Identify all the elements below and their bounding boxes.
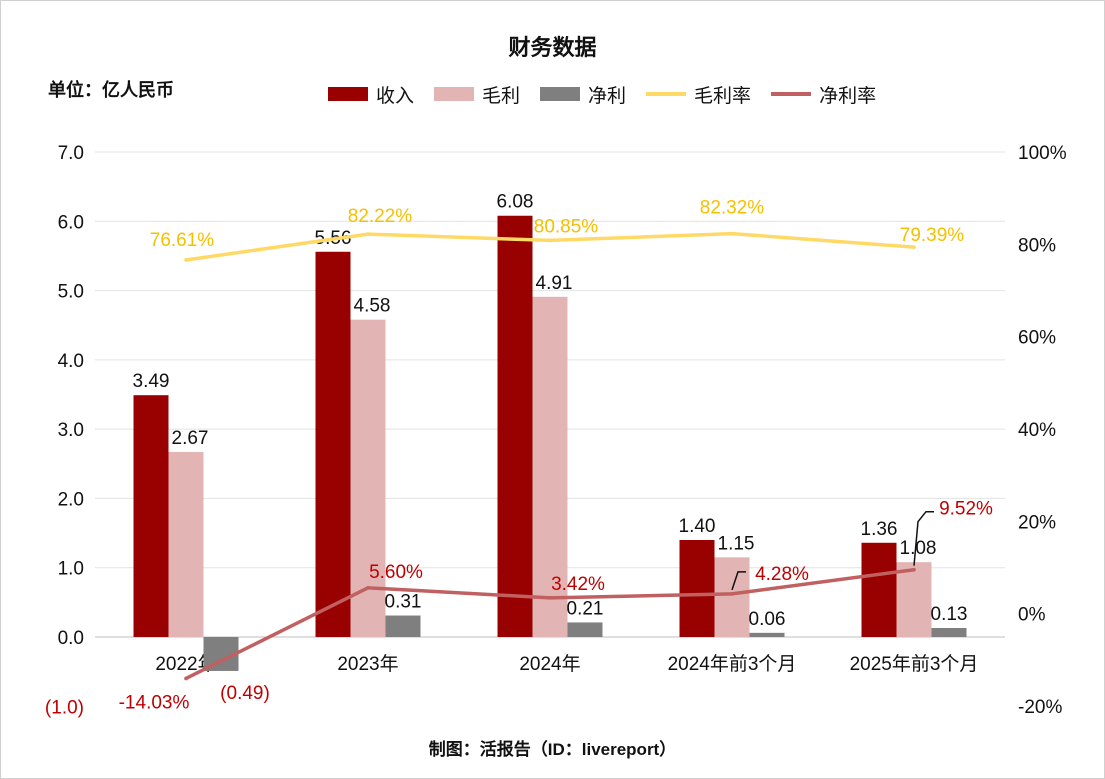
legend-item-gross-profit: 毛利 [434,81,520,108]
revenue-bar [861,542,897,637]
gross-margin-data-label: 82.22% [348,206,413,227]
legend-label-gross-margin: 毛利率 [694,85,752,107]
net-margin-line-point [548,596,552,600]
net-margin-line-point [184,676,188,681]
revenue-data-label: 1.40 [679,516,716,537]
gross-profit-bar [532,296,568,637]
y-right-tick-label: 60% [1018,328,1056,349]
unit-label: 单位：亿人民币 [48,80,174,100]
gross-profit-data-label: 1.08 [900,538,937,559]
gross-margin-line [185,231,915,262]
revenue-bar [133,395,169,637]
y-left-tick-label: 3.0 [58,420,84,441]
legend-label-net-margin: 净利率 [819,85,877,107]
net-margin-line-point [366,586,370,590]
y-right-tick-label: 80% [1018,235,1056,256]
net-profit-bar [931,627,967,637]
gross-margin-data-label: 80.85% [534,216,599,237]
net-margin-data-label: 5.60% [369,562,423,583]
y-left-tick-label: 5.0 [58,282,84,303]
revenue-bar [315,251,351,637]
gross-margin-line-point [184,258,188,262]
legend-item-net-profit: 净利 [540,81,626,108]
revenue-data-label: 3.49 [133,371,170,392]
legend-label-gross-profit: 毛利 [482,85,521,107]
net-margin-data-label: 4.28% [755,564,809,585]
legend-item-revenue: 收入 [328,81,414,108]
x-tick-label: 2023年 [337,653,398,675]
legend-swatch-net-profit [540,87,581,101]
legend-label-revenue: 收入 [376,85,415,107]
gross-profit-bar [350,319,386,637]
gross-margin-line-point [366,232,370,236]
net-margin-data-label: 9.52% [939,499,993,520]
net-profit-data-label: 0.06 [749,609,786,630]
x-tick-label: 2024年 [519,653,580,675]
y-right-tick-label: 100% [1018,143,1067,164]
net-margin-leader-line [731,571,746,591]
legend-swatch-gross-profit [434,87,475,101]
y-left-tick-label: 4.0 [58,351,84,372]
x-tick-label: 2025年前3个月 [850,653,979,675]
legend-swatch-net-margin [771,92,812,96]
net-profit-bar [567,622,603,637]
gross-profit-data-label: 4.58 [354,296,391,317]
revenue-bar [497,215,533,637]
gross-margin-line-point [912,245,916,249]
gross-margin-data-label: 82.32% [700,198,765,219]
revenue-data-label: 6.08 [497,192,534,213]
legend-swatch-revenue [328,87,368,101]
y-right-tick-label: 20% [1018,512,1056,533]
net-profit-data-label: (0.49) [220,683,270,704]
net-margin-line-point [912,567,916,572]
gross-margin-data-label: 76.61% [150,230,215,251]
net-profit-data-label: 0.21 [567,598,604,619]
net-margin-line-point [730,592,734,596]
y-left-tick-label: 0.0 [58,628,84,649]
y-right-tick-label: 0% [1018,605,1046,626]
net-profit-bar [385,615,421,637]
revenue-bar [679,540,715,637]
x-tick-label: 2024年前3个月 [668,653,797,675]
gross-profit-bar [714,557,750,637]
y-right-tick-label: 40% [1018,420,1056,441]
y-left-tick-label: (1.0) [45,697,84,718]
legend-label-net-profit: 净利 [588,85,627,107]
gross-margin-line-point [548,238,552,243]
y-left-tick-label: 7.0 [58,143,84,164]
legend-swatch-gross-margin [646,92,687,96]
gross-profit-bar [896,562,932,637]
credit-line: 制图：活报告（ID：livereport） [428,740,677,759]
gross-margin-line-point [730,231,734,236]
net-margin-data-label: -14.03% [119,692,190,713]
gross-margin-data-label: 79.39% [900,225,965,246]
y-left-tick-label: 6.0 [58,212,84,233]
y-right-tick-label: -20% [1018,697,1062,718]
gross-profit-data-label: 4.91 [536,273,573,294]
y-left-tick-label: 2.0 [58,489,84,510]
net-margin-leader-line [913,510,934,566]
gross-profit-data-label: 1.15 [718,533,755,554]
net-profit-bar [749,632,785,637]
net-margin-data-label: 3.42% [551,574,605,595]
legend-item-net-margin: 净利率 [771,81,876,108]
y-left-tick-label: 1.0 [58,559,84,580]
revenue-data-label: 1.36 [861,519,898,540]
legend-item-gross-margin: 毛利率 [646,81,751,108]
chart-title: 财务数据 [508,35,597,60]
net-profit-data-label: 0.31 [385,592,422,613]
gross-profit-bar [168,452,204,637]
legend: 收入 毛利 净利 毛利率 净利率 [328,81,896,108]
gross-profit-data-label: 2.67 [172,428,209,449]
net-profit-data-label: 0.13 [931,604,968,625]
